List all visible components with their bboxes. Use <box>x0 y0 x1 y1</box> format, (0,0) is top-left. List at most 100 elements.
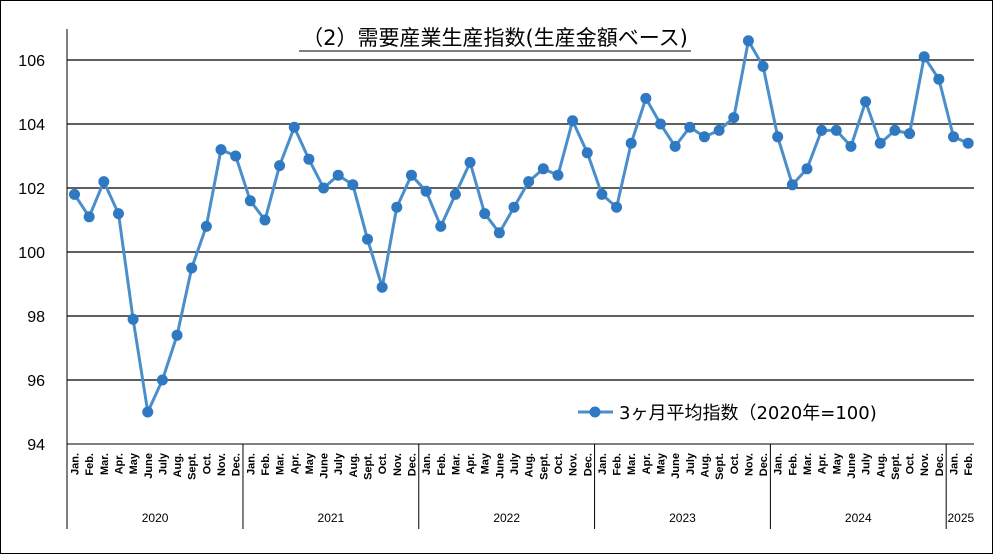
year-label: 2022 <box>493 511 520 525</box>
data-point <box>523 176 535 188</box>
data-point <box>464 156 476 168</box>
x-tick-label: June <box>319 453 331 479</box>
x-tick-label: Jan. <box>421 453 433 475</box>
data-point <box>962 137 974 149</box>
x-tick-label: July <box>509 452 521 475</box>
x-tick-label: Jan. <box>70 453 82 475</box>
x-tick-label: July <box>861 452 873 475</box>
x-tick-label: Dec. <box>231 453 243 476</box>
x-tick-label: Apr. <box>641 453 653 474</box>
data-point <box>904 128 916 140</box>
x-tick-label: Feb. <box>963 453 975 476</box>
data-point <box>772 131 784 143</box>
data-point <box>112 208 124 220</box>
data-point <box>435 220 447 232</box>
x-tick-label: Feb. <box>787 453 799 476</box>
data-point <box>420 185 432 197</box>
y-tick-label: 98 <box>27 309 45 326</box>
data-point <box>948 131 959 143</box>
data-point <box>698 131 710 143</box>
x-tick-label: July <box>333 452 345 475</box>
x-tick-label: Feb. <box>84 453 96 476</box>
x-tick-label: Dec. <box>934 453 946 476</box>
x-tick-label: Mar. <box>275 453 287 475</box>
y-tick-label: 102 <box>18 181 45 198</box>
data-point <box>933 73 945 85</box>
legend-label: 3ヶ月平均指数（2020年=100) <box>619 403 877 424</box>
x-tick-label: Oct. <box>729 453 741 474</box>
data-point <box>874 137 886 149</box>
x-tick-label: Apr. <box>289 453 301 474</box>
data-point <box>918 51 930 63</box>
data-point <box>288 121 300 133</box>
year-label: 2025 <box>947 511 974 525</box>
x-tick-label: Aug. <box>524 453 536 477</box>
x-tick-label: May <box>128 452 140 474</box>
data-point <box>860 96 872 108</box>
data-point <box>669 140 681 152</box>
data-point <box>391 201 403 213</box>
x-tick-label: Nov. <box>743 453 755 476</box>
x-tick-label: Dec. <box>406 453 418 476</box>
data-point <box>786 179 798 191</box>
data-point <box>215 144 227 156</box>
x-tick-label: Jan. <box>949 453 961 475</box>
x-tick-label: Aug. <box>699 453 711 477</box>
data-point <box>362 233 373 245</box>
data-point <box>742 35 754 47</box>
data-point <box>713 124 725 136</box>
x-tick-label: Sept. <box>538 453 550 480</box>
y-tick-label: 94 <box>27 437 45 454</box>
data-point <box>596 188 608 200</box>
x-tick-label: Feb. <box>260 453 272 476</box>
x-tick-label: Oct. <box>201 453 213 474</box>
x-tick-label: Sept. <box>714 453 726 480</box>
x-tick-label: Oct. <box>905 453 917 474</box>
data-point <box>332 169 344 181</box>
data-point <box>186 262 198 274</box>
data-point <box>801 163 813 175</box>
x-tick-label: June <box>670 453 682 479</box>
data-point <box>728 112 740 124</box>
year-label: 2024 <box>845 511 872 525</box>
data-point <box>830 124 842 136</box>
x-tick-label: Sept. <box>363 453 375 480</box>
x-tick-label: Jan. <box>597 453 609 475</box>
x-tick-label: Mar. <box>802 453 814 475</box>
x-tick-label: Feb. <box>612 453 624 476</box>
data-point <box>537 163 549 175</box>
y-tick-label: 96 <box>27 373 45 390</box>
data-point <box>479 208 491 220</box>
x-tick-label: Oct. <box>553 453 565 474</box>
x-tick-label: Mar. <box>99 453 111 475</box>
y-tick-label: 100 <box>18 245 45 262</box>
data-point <box>845 140 857 152</box>
x-tick-label: Nov. <box>568 453 580 476</box>
x-tick-label: Apr. <box>465 453 477 474</box>
data-point <box>508 201 520 213</box>
data-point <box>640 92 652 104</box>
data-point <box>156 374 168 386</box>
x-tick-label: Dec. <box>582 453 594 476</box>
data-point <box>449 188 461 200</box>
data-point <box>318 182 330 194</box>
legend-marker-sample <box>589 406 601 418</box>
x-tick-label: Nov. <box>216 453 228 476</box>
data-point <box>171 329 183 341</box>
x-tick-label: June <box>846 453 858 479</box>
data-point <box>376 281 388 293</box>
data-point <box>230 150 242 162</box>
x-tick-label: Dec. <box>758 453 770 476</box>
x-tick-label: Feb. <box>436 453 448 476</box>
x-tick-label: Aug. <box>875 453 887 477</box>
data-point <box>83 211 95 223</box>
data-point <box>611 201 623 213</box>
data-point <box>567 115 579 127</box>
year-label: 2020 <box>142 511 169 525</box>
year-label: 2023 <box>669 511 696 525</box>
x-tick-label: Oct. <box>377 453 389 474</box>
x-tick-label: Nov. <box>919 453 931 476</box>
data-point <box>69 188 80 200</box>
